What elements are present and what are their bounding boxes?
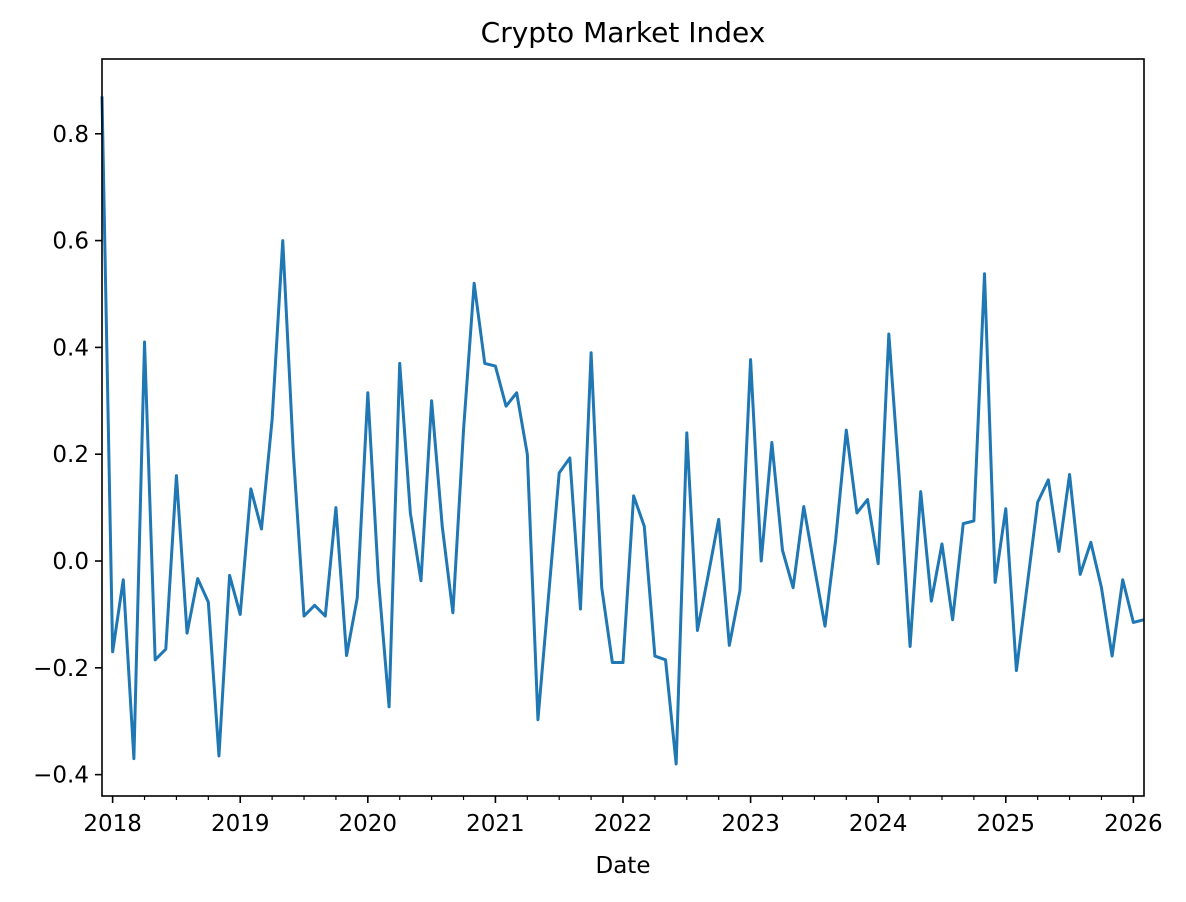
plot-area: [100, 96, 1145, 766]
y-tick-label: 0.4: [52, 335, 89, 361]
y-tick-label: 0.8: [52, 122, 89, 148]
x-tick-label: 2026: [1104, 811, 1163, 837]
plot-frame: [101, 58, 1145, 797]
x-axis: 2018 2019 2020 2021 2022 2023 2024 2025 2026: [83, 796, 1163, 837]
y-tick-label: 0.0: [52, 549, 89, 575]
x-tick-label: 2023: [721, 811, 780, 837]
x-axis-label: Date: [596, 853, 651, 879]
y-tick-label: −0.4: [33, 763, 89, 789]
y-tick-label: 0.2: [52, 442, 89, 468]
chart-title: Crypto Market Index: [481, 16, 766, 49]
x-tick-label: 2018: [83, 811, 142, 837]
x-tick-label: 2020: [339, 811, 398, 837]
y-tick-label: 0.6: [52, 229, 89, 255]
x-tick-label: 2024: [849, 811, 908, 837]
y-axis: 0.8 0.6 0.4 0.2 0.0 −0.2 −0.4: [33, 122, 102, 789]
series-line: [100, 96, 1145, 766]
x-tick-label: 2022: [594, 811, 653, 837]
x-tick-label: 2019: [211, 811, 270, 837]
x-tick-label: 2021: [466, 811, 525, 837]
y-tick-label: −0.2: [33, 656, 89, 682]
x-tick-label: 2025: [977, 811, 1036, 837]
